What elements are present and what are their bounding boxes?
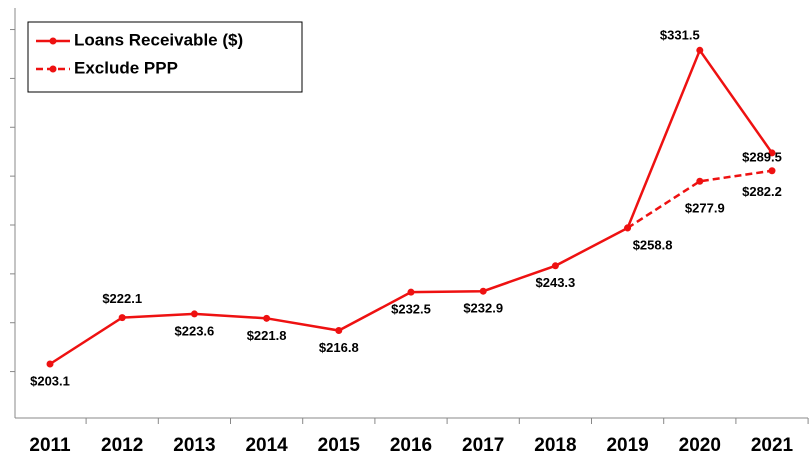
x-tick-label: 2019	[606, 435, 648, 456]
x-tick-label: 2011	[29, 435, 71, 456]
point	[335, 327, 343, 335]
data-label: $277.9	[685, 201, 725, 216]
x-tick-label: 2016	[390, 435, 432, 456]
x-tick-label: 2013	[173, 435, 215, 456]
data-label: $232.5	[391, 302, 431, 317]
point	[551, 262, 559, 270]
point	[624, 224, 632, 232]
data-label: $221.8	[247, 328, 287, 343]
point	[696, 177, 704, 185]
data-label: $203.1	[30, 373, 70, 388]
x-tick-label: 2017	[462, 435, 504, 456]
x-tick-label: 2018	[534, 435, 576, 456]
data-label: $282.2	[742, 184, 782, 199]
data-label: $232.9	[463, 301, 503, 316]
data-label: $222.1	[102, 291, 142, 306]
x-tick-label: 2020	[679, 435, 721, 456]
point	[768, 167, 776, 175]
series-line	[626, 169, 773, 229]
data-label: $243.3	[536, 275, 576, 290]
data-label: $331.5	[660, 28, 700, 43]
data-label: $289.5	[742, 149, 782, 164]
x-tick-label: 2014	[245, 435, 288, 456]
point	[190, 310, 198, 318]
legend-label: Loans Receivable ($)	[74, 30, 243, 49]
data-label: $223.6	[175, 323, 215, 338]
point	[118, 314, 126, 322]
point	[263, 314, 271, 322]
legend-marker	[49, 37, 57, 45]
legend-label: Exclude PPP	[74, 58, 178, 77]
legend-box	[27, 21, 303, 93]
point	[696, 46, 704, 54]
x-tick-label: 2015	[318, 435, 361, 456]
x-tick-label: 2012	[101, 435, 143, 456]
point	[46, 360, 54, 368]
point	[479, 287, 487, 295]
series-line	[49, 47, 774, 366]
point	[407, 288, 415, 296]
point	[768, 149, 776, 157]
data-label: $258.8	[633, 237, 673, 252]
x-tick-label: 2021	[751, 435, 794, 456]
data-label: $216.8	[319, 340, 359, 355]
legend-marker	[49, 65, 57, 73]
